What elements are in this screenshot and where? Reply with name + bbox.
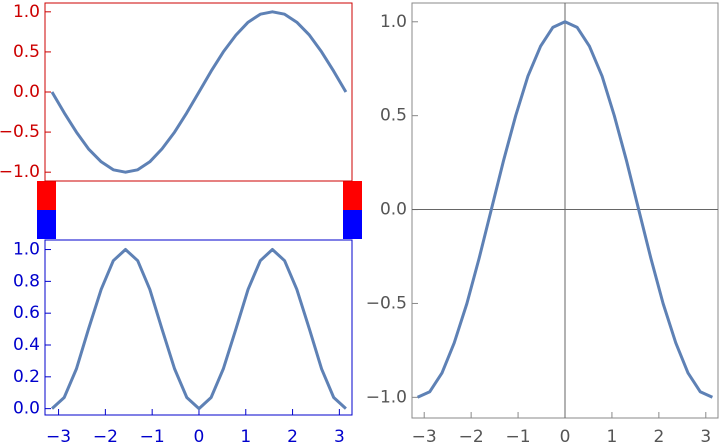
curve [50, 10, 348, 174]
x-tick-label: 3 [700, 427, 711, 447]
y-tick-label: 0.5 [13, 42, 40, 62]
color-swatch [343, 181, 362, 210]
curve [416, 20, 714, 399]
y-tick-label: 0.0 [13, 82, 40, 102]
y-tick-label: 0.0 [13, 399, 40, 419]
x-tick-label: −3 [412, 427, 437, 447]
x-tick-label: 3 [334, 427, 345, 447]
y-tick-label: −1.0 [0, 162, 40, 182]
x-tick-label: 1 [240, 427, 251, 447]
x-tick-label: −1 [506, 427, 531, 447]
x-tick-label: −2 [459, 427, 484, 447]
y-tick-label: 1.0 [380, 12, 407, 32]
x-tick-label: 0 [560, 427, 571, 447]
y-tick-label: 0.4 [13, 335, 40, 355]
color-swatch [37, 181, 56, 210]
y-tick-label: 0.5 [380, 106, 407, 126]
y-tick-label: 0.6 [13, 303, 40, 323]
y-tick-label: 1.0 [13, 2, 40, 22]
x-tick-label: −1 [140, 427, 165, 447]
color-swatch [37, 210, 56, 239]
y-tick-label: 0.0 [380, 200, 407, 220]
y-tick-label: −0.5 [366, 293, 407, 313]
x-tick-label: 1 [607, 427, 618, 447]
x-tick-label: 2 [287, 427, 298, 447]
y-tick-label: 0.8 [13, 271, 40, 291]
plot-frame [44, 239, 353, 416]
curve [50, 248, 347, 411]
y-tick-label: 1.0 [13, 240, 40, 260]
x-tick-label: 2 [653, 427, 664, 447]
x-tick-label: 0 [194, 427, 205, 447]
x-tick-label: −3 [46, 427, 71, 447]
x-tick-label: −2 [93, 427, 118, 447]
y-tick-label: 0.2 [13, 367, 40, 387]
y-tick-label: −1.0 [366, 387, 407, 407]
y-tick-label: −0.5 [0, 122, 40, 142]
color-swatch [343, 210, 362, 239]
